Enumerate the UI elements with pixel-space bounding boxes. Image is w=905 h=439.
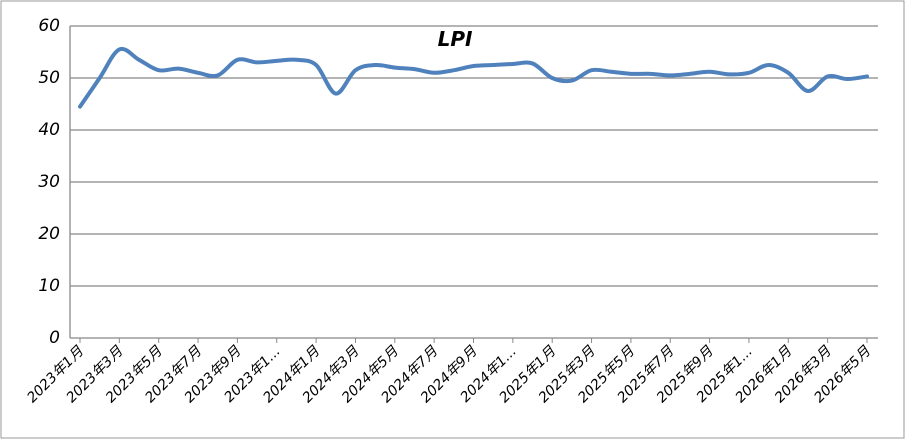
y-tick-label: 10 (38, 276, 60, 296)
y-tick-label: 50 (38, 68, 60, 88)
y-tick-label: 30 (38, 172, 60, 192)
y-tick-label: 40 (38, 120, 60, 140)
y-tick-label: 20 (38, 224, 60, 244)
y-tick-label: 0 (49, 328, 60, 348)
chart-title: LPI (438, 27, 473, 51)
data-line (78, 46, 869, 109)
y-tick-label: 60 (38, 16, 60, 36)
